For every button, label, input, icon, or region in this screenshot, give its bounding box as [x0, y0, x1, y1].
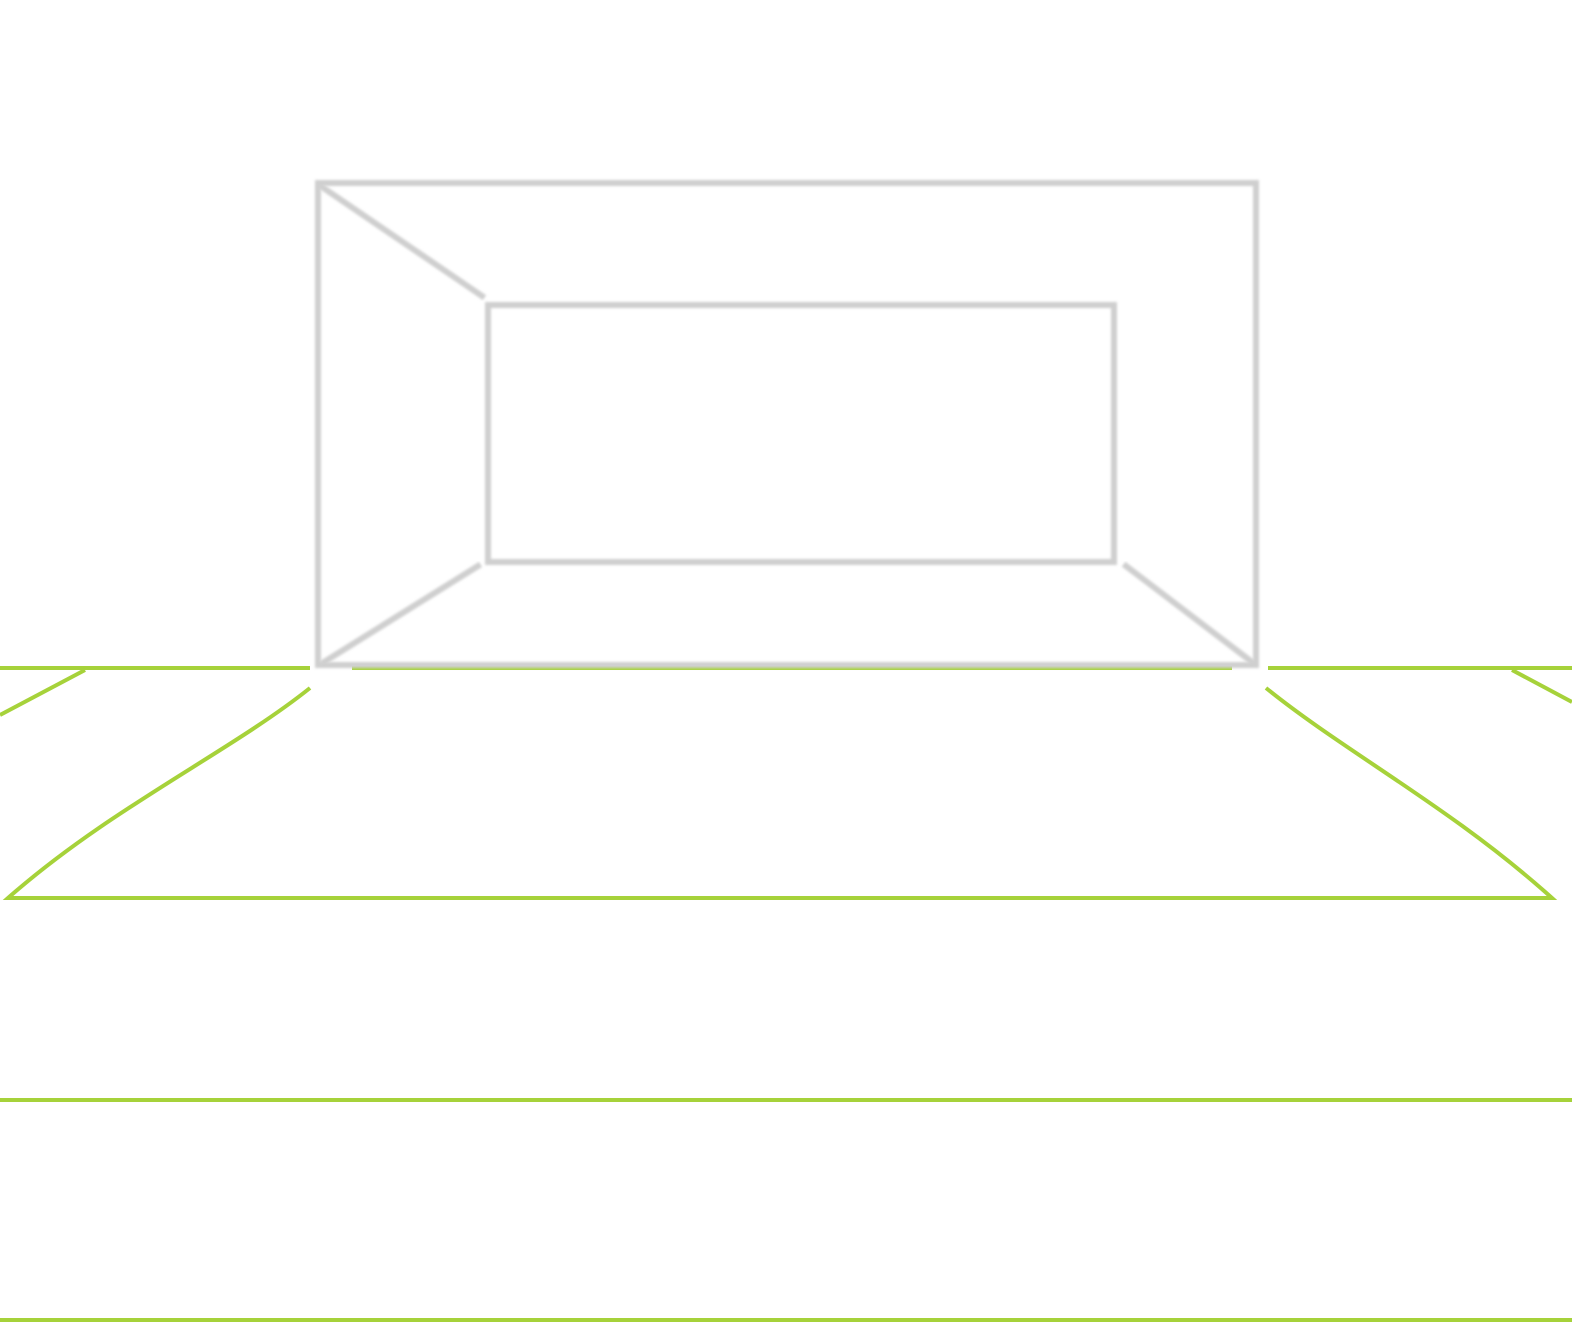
goal-depth-bottom-left [319, 561, 483, 667]
penalty-area-right-edge [1511, 668, 1572, 704]
goal-depth-top-left [317, 182, 487, 301]
pitch-markings [0, 666, 1572, 1322]
goal-front-frame [315, 180, 1259, 668]
goal-depth-bottom-right [1121, 561, 1257, 667]
goal-back-frame [485, 302, 1117, 565]
goal-frame [315, 180, 1259, 668]
penalty-area-left-edge [0, 668, 86, 717]
goal-area-box [2, 686, 1558, 900]
